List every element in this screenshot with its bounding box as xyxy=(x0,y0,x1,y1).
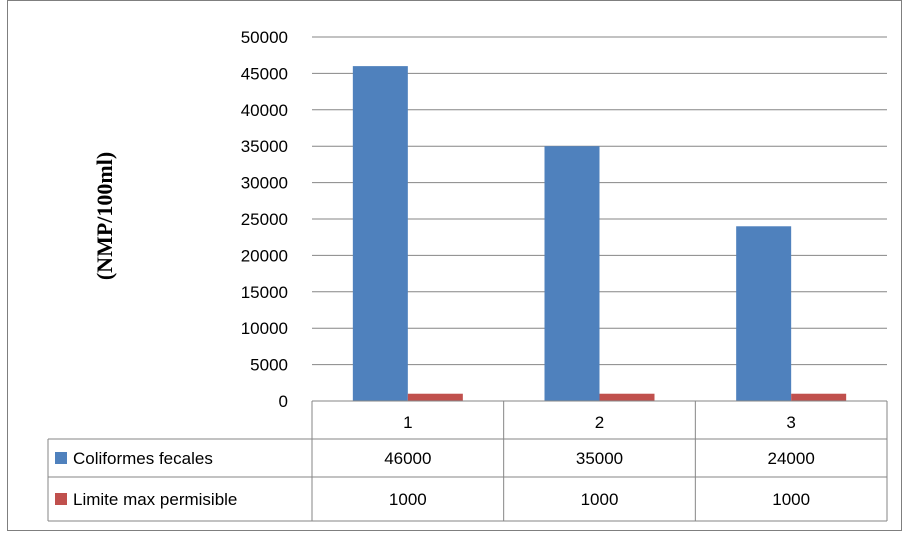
y-tick-label: 30000 xyxy=(241,174,288,193)
data-label: 24000 xyxy=(768,449,815,468)
bar-limite-3 xyxy=(791,393,847,401)
x-tick-label: 3 xyxy=(786,413,795,432)
y-axis-ticks: 0 5000 10000 15000 20000 25000 30000 35000 40000… xyxy=(241,28,288,411)
y-tick-label: 20000 xyxy=(241,246,288,265)
y-tick-label: 45000 xyxy=(241,64,288,83)
bar-coliformes-3 xyxy=(736,226,792,401)
y-tick-label: 0 xyxy=(279,392,288,411)
data-label: 1000 xyxy=(389,490,427,509)
y-tick-label: 25000 xyxy=(241,210,288,229)
x-tick-label: 1 xyxy=(403,413,412,432)
legend-label: Limite max permisible xyxy=(73,490,237,509)
y-tick-label: 50000 xyxy=(241,28,288,47)
y-axis-label: (NMP/100ml) xyxy=(92,152,117,280)
bars xyxy=(352,66,847,402)
y-tick-label: 5000 xyxy=(250,356,288,375)
x-tick-label: 2 xyxy=(595,413,604,432)
y-tick-label: 15000 xyxy=(241,283,288,302)
bar-coliformes-1 xyxy=(352,66,408,402)
bar-limite-1 xyxy=(407,393,463,401)
data-label: 46000 xyxy=(384,449,431,468)
bar-limite-2 xyxy=(599,393,655,401)
y-tick-label: 10000 xyxy=(241,319,288,338)
data-label: 35000 xyxy=(576,449,623,468)
data-label: 1000 xyxy=(581,490,619,509)
legend-swatch-coliformes xyxy=(55,452,67,464)
y-tick-label: 35000 xyxy=(241,137,288,156)
data-table: 1 2 3 Coliformes fecales 46000 35000 24000 Limi… xyxy=(47,400,888,522)
legend-swatch-limite xyxy=(55,493,67,505)
data-label: 1000 xyxy=(772,490,810,509)
y-tick-label: 40000 xyxy=(241,101,288,120)
legend-label: Coliformes fecales xyxy=(73,449,213,468)
bar-coliformes-2 xyxy=(544,146,600,401)
